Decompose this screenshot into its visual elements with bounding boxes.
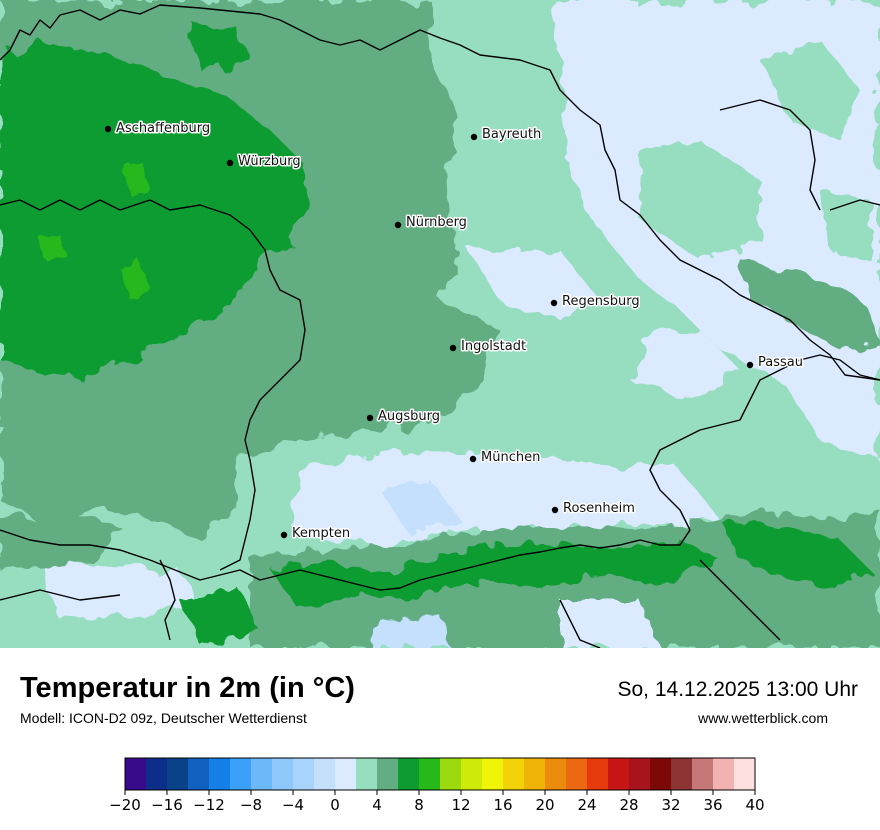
- legend-swatch: [545, 758, 567, 790]
- legend-swatch: [356, 758, 378, 790]
- legend-swatch: [566, 758, 588, 790]
- legend-tick-label: 16: [493, 796, 512, 814]
- legend-swatch: [587, 758, 609, 790]
- legend-swatch: [461, 758, 483, 790]
- legend-swatch: [293, 758, 315, 790]
- legend-tick-label: 40: [745, 796, 764, 814]
- legend-swatch: [209, 758, 231, 790]
- legend-swatch: [734, 758, 756, 790]
- weather-map: Aschaffenburg Würzburg Bayreuth Nürnberg…: [0, 0, 880, 648]
- city-label: Rosenheim: [563, 501, 635, 516]
- temperature-band-0-2-islands: [380, 40, 870, 535]
- temperature-legend: −20 −16 −12 −8 −4 0 4 8 12 16 20 24 28 32 36 40: [109, 757, 765, 814]
- legend-tick-label: 4: [372, 796, 382, 814]
- city-aschaffenburg[interactable]: Aschaffenburg: [104, 120, 212, 138]
- legend-swatch: [335, 758, 357, 790]
- city-label: Nürnberg: [406, 215, 467, 230]
- city-regensburg[interactable]: Regensburg: [550, 293, 641, 311]
- legend-tick-label: 0: [330, 796, 340, 814]
- legend-swatch: [692, 758, 714, 790]
- city-bayreuth[interactable]: Bayreuth: [470, 126, 543, 144]
- legend-swatch: [377, 758, 399, 790]
- legend-swatch: [503, 758, 525, 790]
- city-wuerzburg[interactable]: Würzburg: [226, 153, 302, 171]
- legend-swatch: [608, 758, 630, 790]
- legend-swatch: [671, 758, 693, 790]
- city-markers: Aschaffenburg Würzburg Bayreuth Nürnberg…: [104, 120, 804, 543]
- city-kempten[interactable]: Kempten: [280, 525, 352, 543]
- map-footer: Temperatur in 2m (in °C) Modell: ICON-D2…: [0, 648, 880, 830]
- legend-tick-label: −16: [151, 796, 183, 814]
- legend-tick-label: 36: [703, 796, 722, 814]
- legend-swatch: [146, 758, 168, 790]
- legend-swatch: [398, 758, 420, 790]
- city-label: Augsburg: [378, 409, 440, 424]
- legend-swatch: [524, 758, 546, 790]
- city-label: Aschaffenburg: [116, 121, 210, 136]
- city-muenchen[interactable]: München: [469, 449, 542, 467]
- city-nuernberg[interactable]: Nürnberg: [394, 214, 468, 232]
- legend-swatch: [272, 758, 294, 790]
- city-ingolstadt[interactable]: Ingolstadt: [449, 338, 528, 356]
- alpine-temperature-band: [180, 510, 880, 648]
- legend-frame: [124, 757, 756, 791]
- legend-swatch: [167, 758, 189, 790]
- city-label: München: [481, 450, 540, 465]
- city-label: Würzburg: [238, 154, 301, 169]
- legend-swatch: [314, 758, 336, 790]
- legend-swatch: [482, 758, 504, 790]
- legend-swatch: [650, 758, 672, 790]
- legend-tick-label: −4: [282, 796, 304, 814]
- legend-tick-label: 20: [535, 796, 554, 814]
- city-label: Ingolstadt: [461, 339, 526, 354]
- city-augsburg[interactable]: Augsburg: [366, 408, 442, 426]
- model-subtitle: Modell: ICON-D2 09z, Deutscher Wetterdie…: [20, 710, 307, 726]
- legend-tick-label: 24: [577, 796, 596, 814]
- legend-swatch: [188, 758, 210, 790]
- legend-tick-label: 28: [619, 796, 638, 814]
- legend-tick-label: 12: [451, 796, 470, 814]
- legend-tick-label: −8: [240, 796, 262, 814]
- legend-tick-label: −12: [193, 796, 225, 814]
- city-label: Passau: [758, 355, 803, 370]
- legend-swatch: [629, 758, 651, 790]
- legend-swatch: [230, 758, 252, 790]
- forecast-datetime: So, 14.12.2025 13:00 Uhr: [617, 678, 858, 701]
- map-title: Temperatur in 2m (in °C): [20, 672, 355, 704]
- city-rosenheim[interactable]: Rosenheim: [551, 500, 636, 518]
- city-label: Bayreuth: [482, 127, 541, 142]
- temperature-band-6-8: [0, 20, 310, 380]
- legend-tick-label: 32: [661, 796, 680, 814]
- legend-tick-label: −20: [109, 796, 141, 814]
- website-link[interactable]: www.wetterblick.com: [698, 710, 828, 726]
- temperature-band-8-10: [40, 160, 150, 300]
- legend-swatch: [419, 758, 441, 790]
- legend-tick-label: 8: [414, 796, 424, 814]
- legend-swatch: [713, 758, 735, 790]
- city-label: Regensburg: [562, 294, 640, 309]
- legend-swatch: [125, 758, 147, 790]
- city-label: Kempten: [292, 526, 350, 541]
- temperature-map-graphic: Aschaffenburg Würzburg Bayreuth Nürnberg…: [0, 0, 880, 648]
- legend-swatch: [251, 758, 273, 790]
- city-passau[interactable]: Passau: [746, 354, 804, 372]
- state-borders: [0, 4, 880, 648]
- legend-swatch: [440, 758, 462, 790]
